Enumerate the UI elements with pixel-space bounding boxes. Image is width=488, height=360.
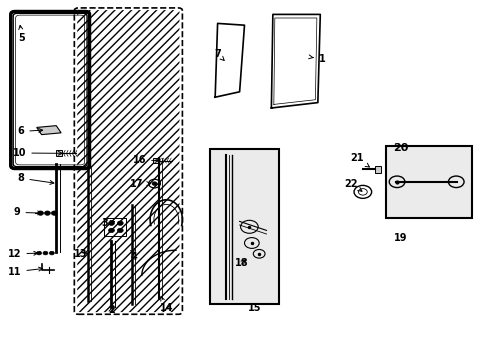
Text: 15: 15 — [247, 303, 261, 313]
Text: 18: 18 — [235, 258, 248, 268]
Circle shape — [37, 251, 41, 255]
Text: 21: 21 — [349, 153, 369, 167]
Text: 9: 9 — [14, 207, 41, 217]
Text: 22: 22 — [344, 179, 361, 191]
Circle shape — [108, 228, 114, 233]
Text: 16: 16 — [132, 155, 159, 165]
Text: 8: 8 — [18, 173, 54, 184]
Text: 13: 13 — [74, 249, 88, 259]
Circle shape — [49, 251, 54, 255]
Text: 12: 12 — [8, 249, 38, 259]
Circle shape — [51, 211, 57, 215]
Text: 6: 6 — [18, 126, 42, 136]
Circle shape — [117, 221, 123, 225]
Text: 10: 10 — [13, 148, 62, 158]
Circle shape — [38, 211, 43, 215]
Circle shape — [44, 211, 50, 215]
Text: 7: 7 — [214, 49, 224, 60]
Bar — [210, 149, 278, 304]
Text: 2: 2 — [108, 305, 115, 315]
Text: 11: 11 — [8, 267, 42, 277]
Text: 3: 3 — [102, 218, 114, 228]
Polygon shape — [37, 126, 61, 135]
Text: 4: 4 — [130, 249, 138, 262]
Text: 19: 19 — [393, 233, 407, 243]
Circle shape — [117, 228, 123, 233]
Text: 1: 1 — [308, 54, 325, 64]
Circle shape — [152, 182, 157, 185]
Text: 17: 17 — [130, 179, 150, 189]
Text: 14: 14 — [159, 297, 173, 313]
Polygon shape — [153, 158, 159, 163]
Circle shape — [43, 251, 48, 255]
Text: 5: 5 — [19, 26, 25, 43]
Polygon shape — [374, 166, 381, 173]
Text: 20: 20 — [392, 143, 408, 153]
Bar — [386, 146, 471, 218]
Circle shape — [108, 221, 114, 225]
Polygon shape — [56, 150, 62, 156]
